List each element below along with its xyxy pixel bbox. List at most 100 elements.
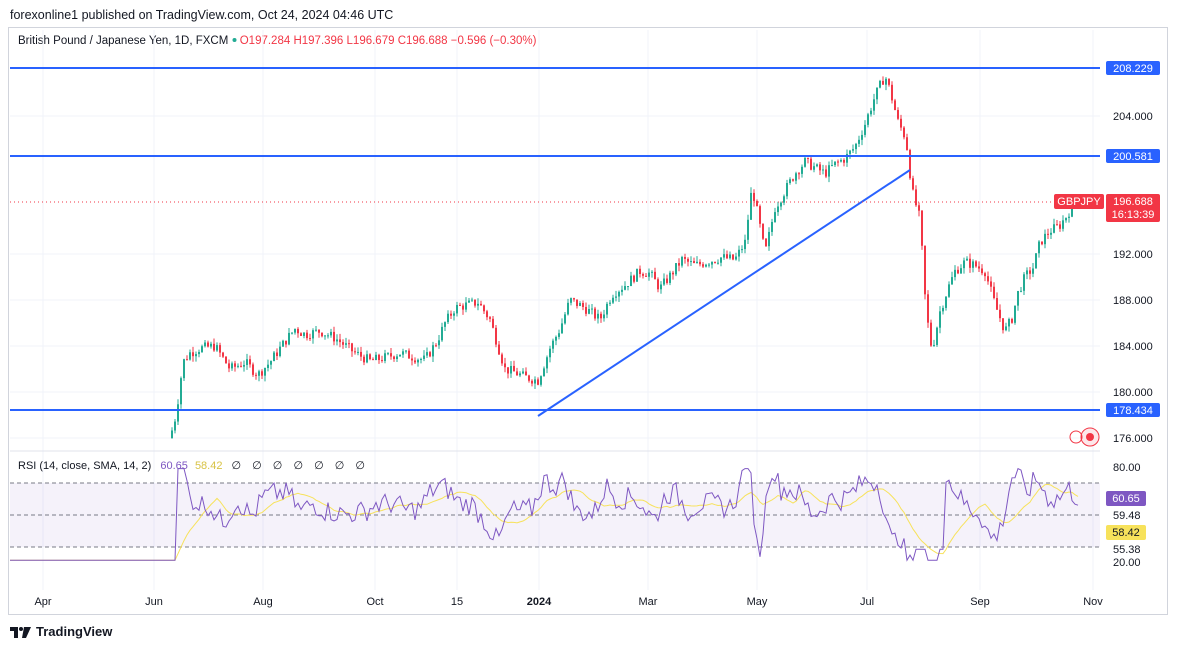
candle-body: [729, 254, 731, 259]
candle-body: [720, 257, 722, 263]
candle-body: [837, 161, 839, 163]
candle-body: [1068, 216, 1070, 218]
candle-body: [651, 271, 653, 273]
uptrend-line[interactable]: [537, 169, 911, 417]
candle-body: [180, 378, 182, 405]
candle-body: [918, 205, 920, 211]
candle-body: [654, 271, 656, 280]
candle-body: [768, 231, 770, 247]
candle-body: [342, 342, 344, 345]
candle-body: [975, 261, 977, 267]
candle-body: [765, 238, 767, 247]
candle-body: [222, 352, 224, 357]
candle-body: [738, 249, 740, 257]
candle-body: [471, 299, 473, 301]
candle-body: [786, 183, 788, 197]
candle-body: [675, 263, 677, 275]
candle-body: [345, 343, 347, 345]
symbol-name[interactable]: British Pound / Japanese Yen, 1D, FXCM: [18, 35, 229, 47]
candle-body: [1020, 290, 1022, 292]
candle-body: [810, 158, 812, 170]
price-change: −0.596 (−0.30%): [450, 35, 537, 47]
candle-body: [978, 266, 980, 269]
status-dot: [232, 35, 237, 47]
candle-body: [519, 373, 521, 376]
candle-body: [219, 345, 221, 353]
rsi-ma-value: 58.42: [194, 460, 223, 472]
time-tick-label: Aug: [253, 596, 273, 608]
candle-body: [744, 239, 746, 250]
candle-body: [450, 313, 452, 316]
candle-body: [501, 354, 503, 364]
candle-body: [954, 269, 956, 278]
rsi-legend[interactable]: RSI (14, close, SMA, 14, 2) 60.65 58.42 …: [18, 459, 369, 472]
candle-body: [876, 87, 878, 100]
candle-body: [1032, 268, 1034, 274]
candle-body: [216, 345, 218, 351]
candle-body: [996, 298, 998, 310]
candle-body: [1062, 220, 1064, 229]
time-tick-label: May: [747, 596, 768, 608]
candle-body: [513, 365, 515, 372]
candle-body: [204, 342, 206, 347]
candle-body: [807, 157, 809, 159]
last-price-bg: [1106, 194, 1160, 222]
candle-body: [576, 299, 578, 306]
ohlc-high: H197.396: [293, 35, 344, 47]
candle-body: [900, 118, 902, 128]
candle-body: [639, 268, 641, 275]
candle-body: [1017, 291, 1019, 306]
alert-icon[interactable]: [1069, 427, 1100, 447]
candle-body: [375, 354, 377, 360]
candle-body: [873, 99, 875, 111]
candle-body: [570, 298, 572, 303]
candle-body: [906, 137, 908, 150]
candle-body: [333, 331, 335, 342]
candle-body: [270, 361, 272, 365]
candle-body: [588, 309, 590, 314]
candle-body: [717, 262, 719, 264]
candle-body: [327, 335, 329, 337]
candle-body: [486, 311, 488, 318]
candle-body: [930, 322, 932, 346]
candle-body: [456, 304, 458, 314]
candle-body: [363, 356, 365, 363]
candle-body: [969, 258, 971, 268]
tradingview-logo[interactable]: TradingView: [10, 624, 112, 639]
candle-body: [420, 358, 422, 360]
candle-body: [963, 260, 965, 269]
candle-body: [426, 352, 428, 356]
candle-body: [615, 296, 617, 298]
candle-body: [351, 343, 353, 352]
candle-body: [279, 346, 281, 357]
candle-body: [372, 359, 374, 361]
candle-body: [387, 353, 389, 355]
candle-body: [312, 330, 314, 339]
candle-body: [264, 367, 266, 376]
candle-body: [468, 300, 470, 303]
candle-body: [522, 371, 524, 374]
candle-body: [705, 264, 707, 267]
rsi-line: [10, 467, 1079, 562]
candle-body: [990, 281, 992, 287]
candle-body: [528, 375, 530, 381]
rsi-tick-label: 20.00: [1113, 557, 1141, 569]
candle-body: [309, 338, 311, 340]
candle-body: [828, 165, 830, 177]
candle-body: [462, 305, 464, 310]
candle-body: [1026, 270, 1028, 275]
candle-body: [402, 351, 404, 355]
price-tag-208: 208.229: [1106, 61, 1160, 75]
candle-body: [1041, 241, 1043, 245]
chart-frame[interactable]: [8, 27, 1168, 615]
candle-body: [879, 80, 881, 88]
candle-body: [771, 221, 773, 232]
rsi-ma-line: [10, 483, 1079, 561]
candle-body: [405, 350, 407, 352]
candle-body: [294, 328, 296, 333]
candle-body: [189, 352, 191, 360]
candle-body: [537, 379, 539, 385]
candle-body: [684, 256, 686, 259]
